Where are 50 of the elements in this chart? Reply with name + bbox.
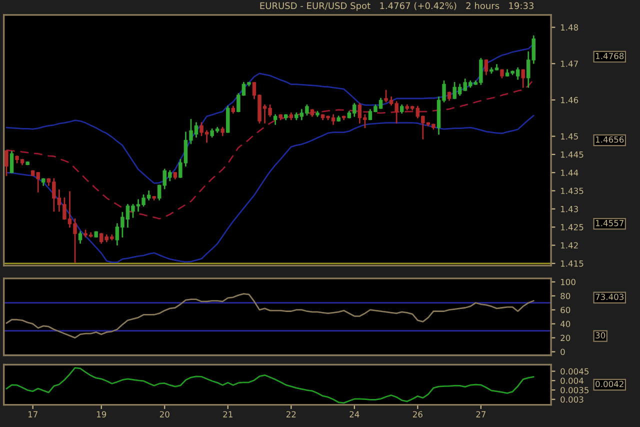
y-tick-label: 1.42 [560,242,578,248]
candlestick [484,59,488,76]
line-series [6,78,534,220]
y-tick-label: 40 [560,320,570,328]
candlestick [4,150,8,176]
text: 1.4768 [596,52,624,60]
y-tick-label: 0.004 [560,378,584,384]
y-tick-label: 1.46 [560,96,578,104]
candlestick [521,69,525,88]
y-tick-label: 0.0035 [560,386,588,394]
y-tick-label: 1.43 [560,206,578,212]
candlestick [10,150,14,174]
y-tick-label: 1.425 [560,224,584,230]
y-tick-label: 80 [560,292,570,300]
text: 0.0042 [596,380,624,388]
y-tick-label: 1.445 [560,152,584,158]
y-tick-label: 1.44 [560,170,578,176]
y-tick-label: 1.47 [560,60,578,67]
y-tick-label: 1.48 [560,24,578,31]
x-tick-label: 21 [223,411,232,418]
x-tick-label: 24 [350,411,360,418]
candlestick [226,106,230,133]
text: 1.4656 [596,136,624,143]
candlestick [273,114,278,125]
x-tick-label: 17 [28,411,38,418]
y-tick-label: 20 [560,334,570,342]
candlestick [157,184,162,201]
candlestick [532,35,536,64]
x-tick-label: 22 [286,411,296,418]
y-tick-label: 0.0045 [560,368,588,375]
text: 30 [596,332,606,338]
line-series [6,114,534,264]
candlestick [78,231,82,244]
y-tick-label: 60 [560,306,570,314]
x-tick-label: 19 [96,411,106,418]
line-series [6,367,534,404]
candlestick [526,51,530,88]
text: 73.403 [596,294,624,300]
y-tick-label: 1.45 [560,133,578,140]
candlestick [99,232,104,244]
x-tick-label: 20 [160,411,170,418]
y-tick-label: 0.003 [560,396,584,403]
x-tick-label: 27 [476,411,486,418]
y-tick-label: 1.435 [560,188,584,194]
x-tick-label: 26 [412,411,422,418]
y-tick-label: 100 [560,278,576,286]
chart-title: EURUSD - EUR/USD Spot 1.4767 (+0.42%) 2 hours 19:33 [260,2,534,11]
text: 1.4557 [596,220,624,226]
y-tick-label: 0 [560,348,565,356]
y-tick-label: 1.415 [560,260,584,267]
